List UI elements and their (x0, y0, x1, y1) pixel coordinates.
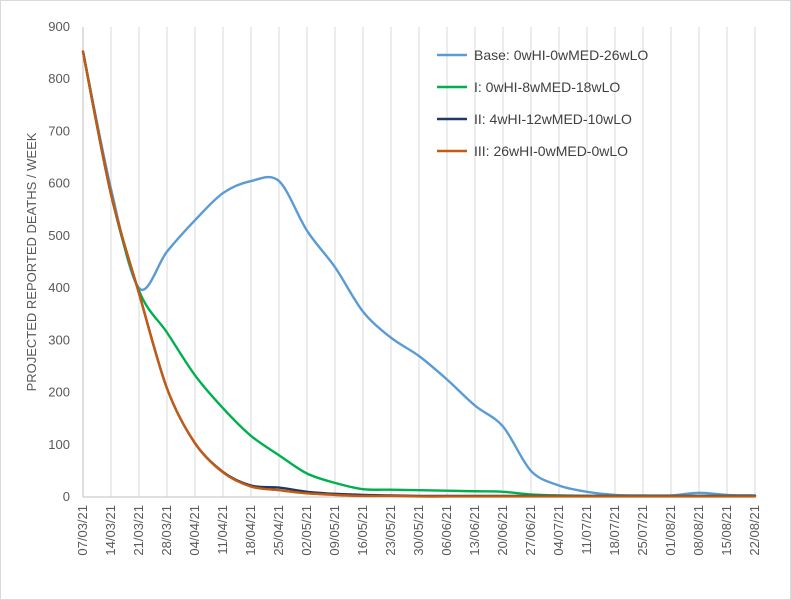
legend-label: I: 0wHI-8wMED-18wLO (474, 79, 620, 95)
series-line-iii (81, 50, 757, 498)
x-tick-label: 15/08/21 (719, 505, 734, 556)
legend-label: Base: 0wHI-0wMED-26wLO (474, 47, 648, 63)
y-tick-label: 800 (48, 71, 70, 86)
y-tick-label: 200 (48, 385, 70, 400)
x-tick-label: 11/07/21 (579, 505, 594, 555)
legend-label: III: 26wHI-0wMED-0wLO (474, 143, 628, 159)
y-axis-title: PROJECTED REPORTED DEATHS / WEEK (24, 132, 39, 391)
y-tick-label: 900 (48, 19, 70, 34)
y-tick-label: 400 (48, 280, 70, 295)
x-tick-label: 04/04/21 (187, 505, 202, 556)
x-tick-label: 20/06/21 (495, 505, 510, 556)
x-tick-label: 25/07/21 (635, 505, 650, 556)
x-tick-label: 13/06/21 (467, 505, 482, 556)
x-tick-label: 27/06/21 (523, 505, 538, 556)
legend: Base: 0wHI-0wMED-26wLO I: 0wHI-8wMED-18wL… (437, 47, 648, 159)
x-tick-label: 14/03/21 (103, 505, 118, 556)
legend-label: II: 4wHI-12wMED-10wLO (474, 111, 632, 127)
x-tick-label: 21/03/21 (131, 505, 146, 556)
y-tick-label: 600 (48, 176, 70, 191)
x-tick-label: 28/03/21 (159, 505, 174, 556)
x-tick-label: 18/04/21 (243, 505, 258, 556)
x-tick-label: 18/07/21 (607, 505, 622, 556)
x-tick-label: 08/08/21 (691, 505, 706, 556)
y-tick-label: 100 (48, 437, 70, 452)
y-tick-label: 0 (63, 489, 70, 504)
x-tick-label: 09/05/21 (327, 505, 342, 556)
x-tick-label: 02/05/21 (299, 505, 314, 556)
y-axis-ticks: 0 100 200 300 400 500 600 700 800 900 (48, 19, 70, 504)
x-tick-label: 23/05/21 (383, 505, 398, 556)
x-tick-label: 22/08/21 (747, 505, 762, 556)
x-tick-label: 16/05/21 (355, 505, 370, 556)
x-tick-label: 25/04/21 (271, 505, 286, 556)
y-tick-label: 700 (48, 123, 70, 138)
x-tick-label: 11/04/21 (215, 505, 230, 555)
x-tick-label: 04/07/21 (551, 505, 566, 556)
series-lines (81, 50, 757, 498)
x-tick-label: 30/05/21 (411, 505, 426, 556)
x-tick-label: 06/06/21 (439, 505, 454, 556)
x-axis-ticks: 07/03/21 14/03/21 21/03/21 28/03/21 04/04/21… (75, 505, 762, 556)
x-tick-label: 07/03/21 (75, 505, 90, 556)
y-tick-label: 500 (48, 228, 70, 243)
y-tick-label: 300 (48, 332, 70, 347)
x-tick-label: 01/08/21 (663, 505, 678, 556)
